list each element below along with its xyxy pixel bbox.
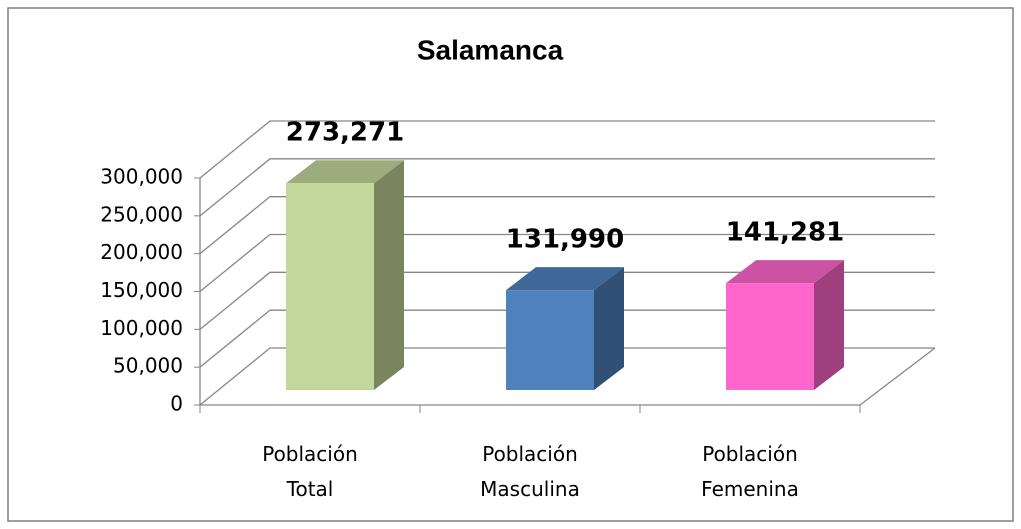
- y-tick-label: 150,000: [100, 278, 183, 302]
- grid-line: [199, 120, 935, 179]
- y-tick-label: 250,000: [100, 202, 183, 226]
- bar: [286, 183, 374, 390]
- bar-top: [506, 267, 624, 291]
- grid-line: [199, 158, 935, 217]
- grid-line: [199, 347, 935, 406]
- chart-title: Salamanca: [417, 34, 564, 65]
- data-label: 141,281: [726, 218, 844, 248]
- data-label: 131,990: [506, 225, 624, 255]
- x-tick-label: Población Masculina: [480, 442, 580, 501]
- x-tick-label: Población Femenina: [701, 442, 799, 501]
- y-tick-label: 300,000: [100, 165, 183, 189]
- grid-line: [199, 233, 935, 293]
- bar-side: [374, 160, 404, 390]
- chart-border: [7, 7, 1014, 522]
- grid-line: [199, 309, 935, 368]
- y-tick-label: 0: [170, 392, 183, 416]
- grid-line: [199, 196, 935, 255]
- x-tick-label: Población Total: [262, 442, 358, 501]
- y-tick-label: 200,000: [100, 240, 183, 264]
- y-tick-label: 100,000: [100, 316, 183, 340]
- y-tick-label: 50,000: [113, 354, 183, 378]
- bar: [506, 290, 594, 390]
- bar-side: [594, 267, 624, 390]
- bar-top: [286, 160, 404, 184]
- bar-top: [726, 260, 844, 284]
- grid-line: [199, 271, 935, 330]
- bar-side: [814, 260, 844, 390]
- data-label: 273,271: [286, 118, 404, 148]
- bar: [726, 283, 814, 390]
